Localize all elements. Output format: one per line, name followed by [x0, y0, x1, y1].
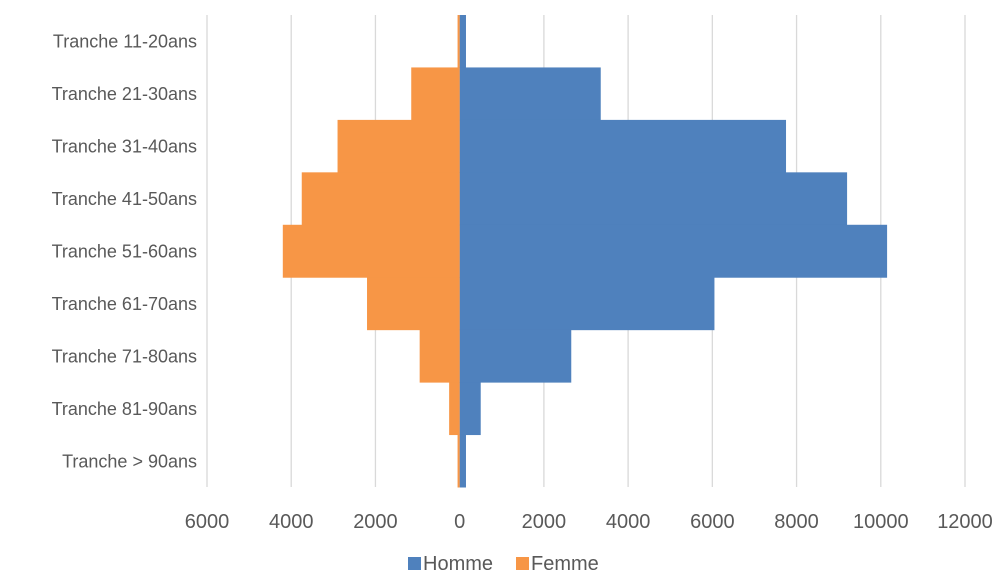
x-tick-label: 4000	[606, 511, 651, 533]
bar-femme	[282, 224, 460, 278]
bar-femme	[419, 329, 460, 383]
bar-homme	[459, 119, 787, 173]
bar-homme	[459, 382, 481, 436]
bar-homme	[459, 15, 466, 68]
x-tick-label: 6000	[690, 511, 735, 533]
bar-femme	[457, 15, 460, 68]
legend-label-homme: Homme	[423, 553, 493, 575]
category-label: Tranche > 90ans	[62, 451, 197, 471]
bar-homme	[459, 434, 466, 488]
x-tick-label: 2000	[353, 511, 398, 533]
bar-femme	[457, 434, 460, 488]
bar-homme	[459, 172, 848, 226]
x-axis-tick-labels: 6000 4000 2000 0 2000 4000 6000 8000 10000 12000	[185, 511, 993, 533]
category-label: Tranche 51-60ans	[52, 242, 197, 262]
legend-swatch-homme	[408, 557, 421, 570]
x-tick-label: 0	[454, 511, 465, 533]
legend-swatch-femme	[516, 557, 529, 570]
bar-femme	[449, 382, 460, 436]
bar-homme	[459, 67, 601, 121]
category-label: Tranche 81-90ans	[52, 399, 197, 419]
category-labels: Tranche 11-20ans Tranche 21-30ans Tranche …	[52, 32, 197, 472]
bar-femme	[337, 119, 460, 173]
bar-femme	[411, 67, 460, 121]
bar-femme	[301, 172, 460, 226]
x-tick-label: 2000	[522, 511, 567, 533]
category-label: Tranche 11-20ans	[53, 32, 197, 52]
x-tick-label: 4000	[269, 511, 314, 533]
bar-homme	[459, 277, 715, 331]
legend: Homme Femme	[408, 553, 599, 575]
x-tick-label: 10000	[853, 511, 909, 533]
bar-homme	[459, 224, 888, 278]
legend-label-femme: Femme	[531, 553, 599, 575]
bars	[282, 15, 888, 488]
category-label: Tranche 61-70ans	[52, 294, 197, 314]
category-label: Tranche 41-50ans	[52, 189, 197, 209]
category-label: Tranche 31-40ans	[52, 137, 197, 157]
category-label: Tranche 71-80ans	[52, 346, 197, 366]
x-tick-label: 8000	[774, 511, 819, 533]
x-tick-label: 12000	[937, 511, 993, 533]
bar-homme	[459, 329, 572, 383]
bar-femme	[367, 277, 460, 331]
category-label: Tranche 21-30ans	[52, 84, 197, 104]
x-tick-label: 6000	[185, 511, 230, 533]
